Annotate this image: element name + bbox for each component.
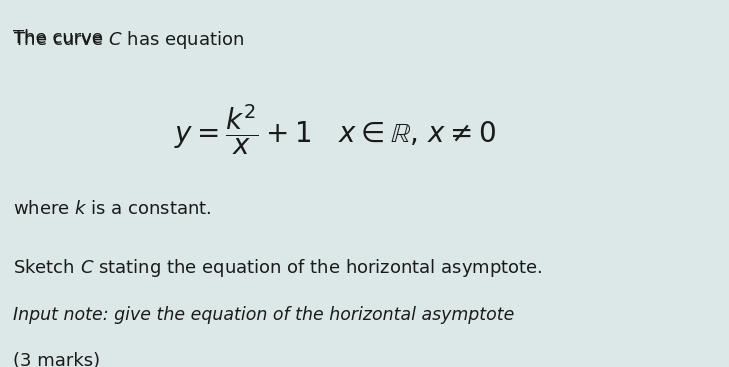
Text: where $k$ is a constant.: where $k$ is a constant. bbox=[13, 200, 211, 218]
Text: Input note: give the equation of the horizontal asymptote: Input note: give the equation of the hor… bbox=[13, 306, 515, 324]
Text: Sketch $\mathit{C}$ stating the equation of the horizontal asymptote.: Sketch $\mathit{C}$ stating the equation… bbox=[13, 257, 542, 279]
Text: (3 marks): (3 marks) bbox=[13, 352, 101, 367]
Text: The curve: The curve bbox=[13, 29, 109, 47]
Text: $y = \dfrac{k^2}{x} + 1 \quad x \in \mathbb{R},\, x \neq 0$: $y = \dfrac{k^2}{x} + 1 \quad x \in \mat… bbox=[174, 103, 496, 157]
Text: The curve $\mathit{C}$ has equation: The curve $\mathit{C}$ has equation bbox=[13, 29, 244, 51]
